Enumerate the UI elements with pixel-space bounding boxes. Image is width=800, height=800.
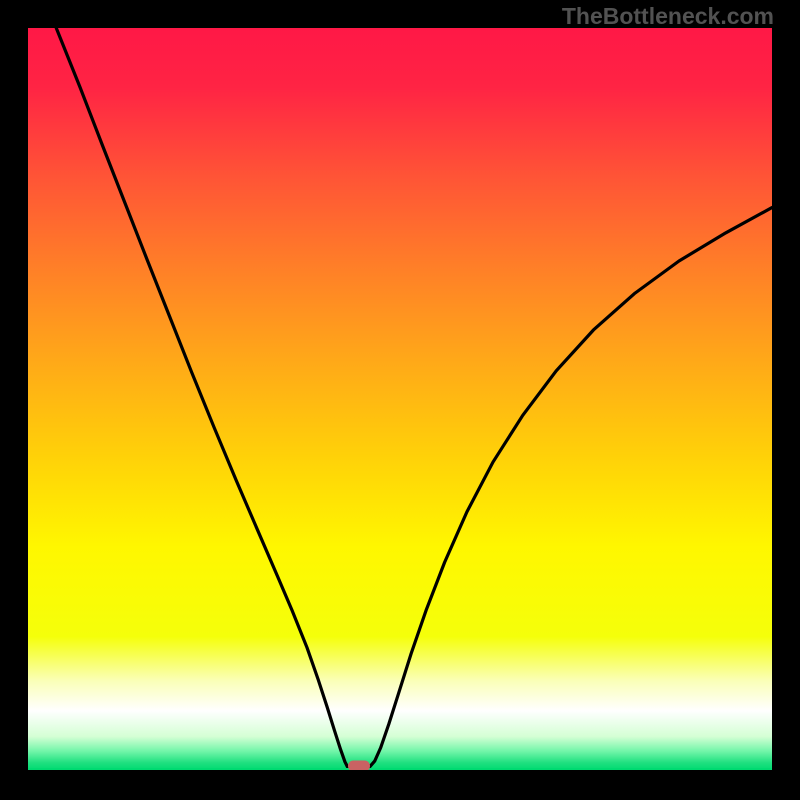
optimal-point-marker — [348, 760, 370, 770]
bottleneck-curve — [28, 28, 772, 770]
baseline-green — [28, 768, 772, 770]
watermark-text: TheBottleneck.com — [562, 3, 774, 30]
chart-plot-area — [28, 28, 772, 770]
